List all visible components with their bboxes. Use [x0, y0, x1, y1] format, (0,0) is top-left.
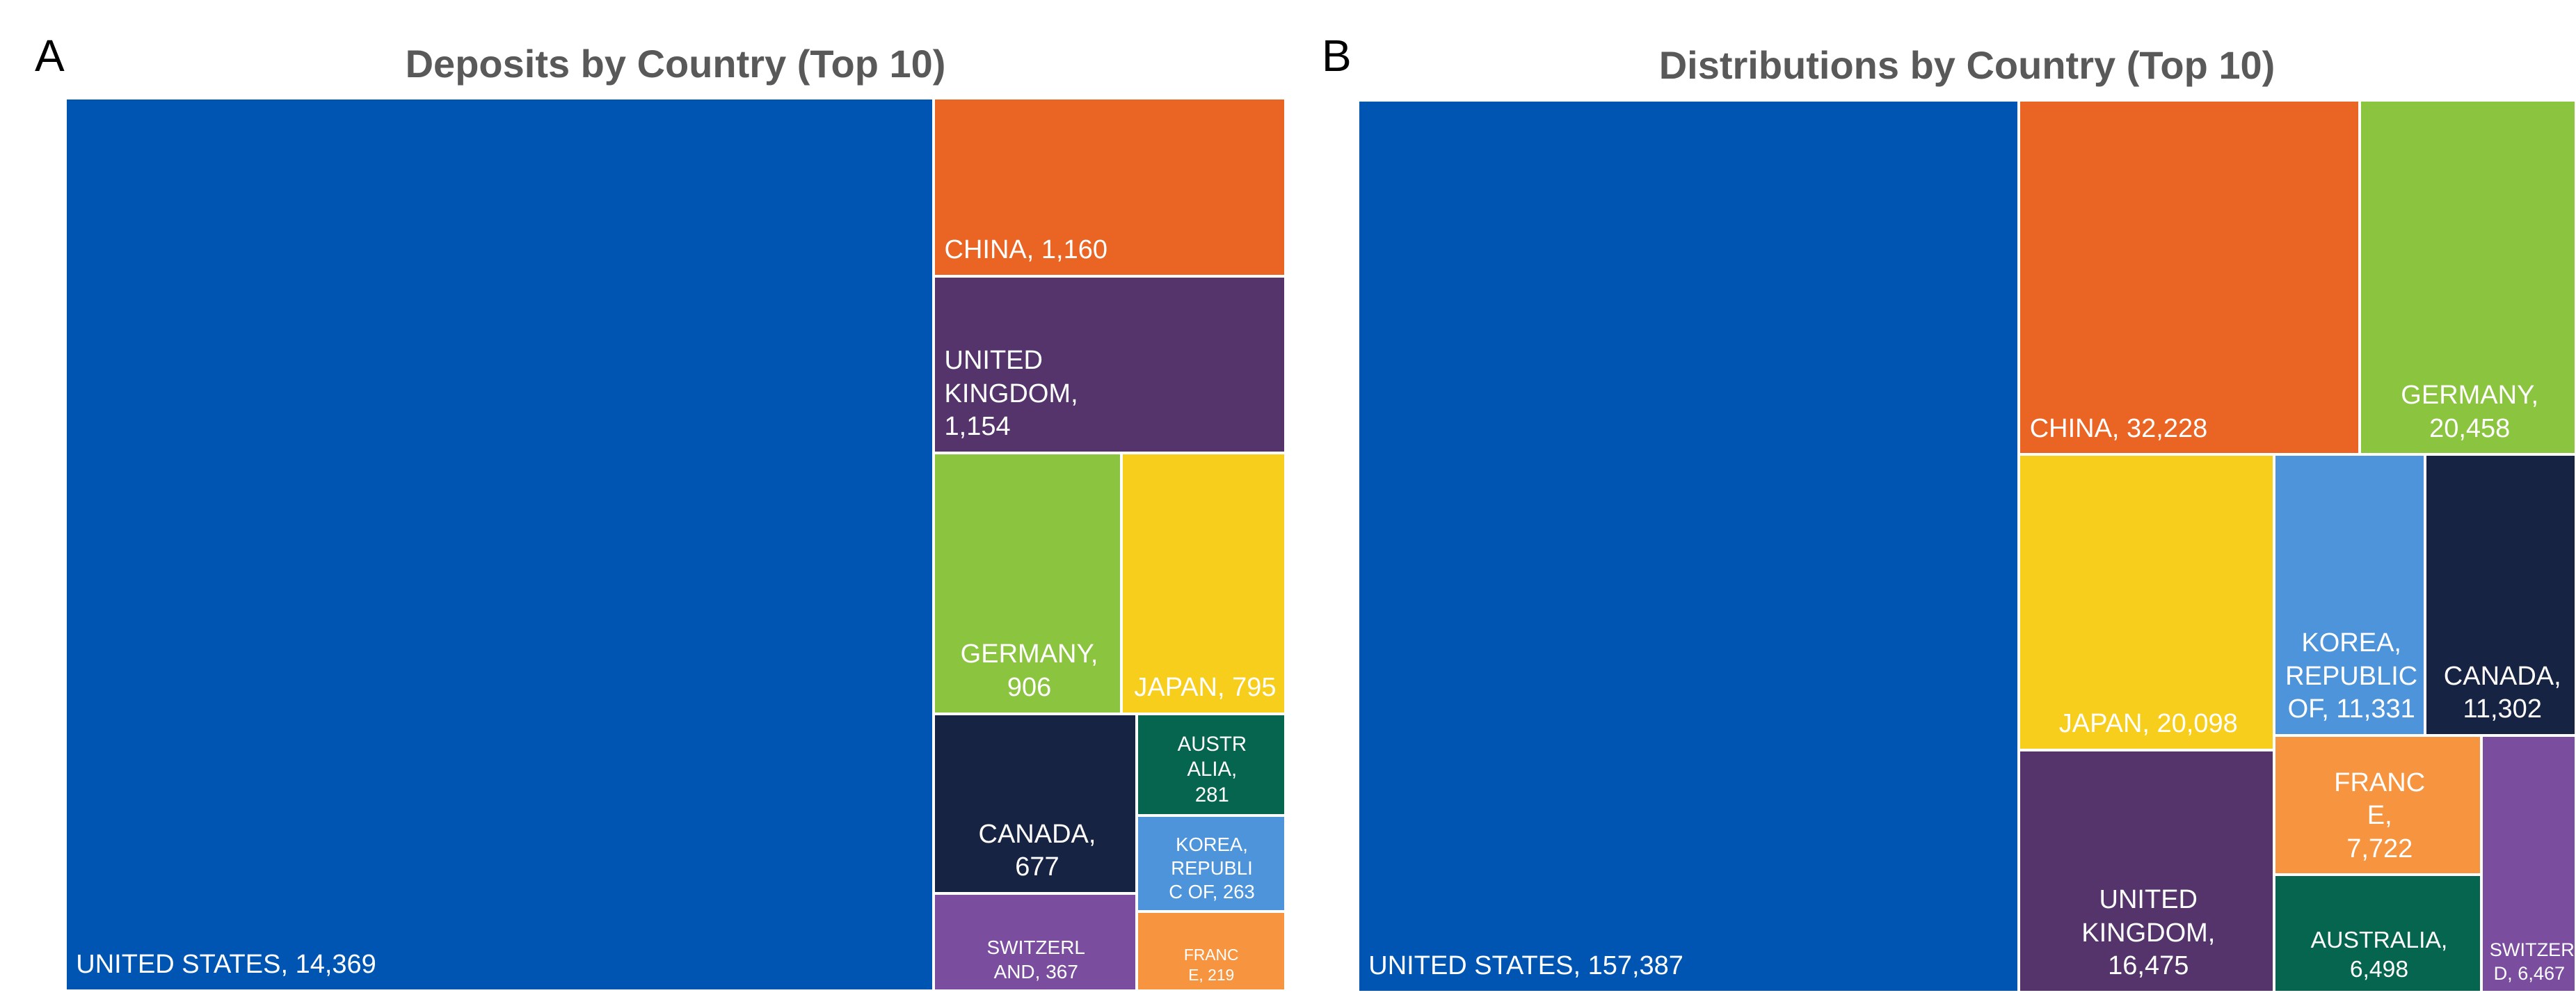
tile-label-canada: CANADA, 677	[978, 819, 1096, 882]
tile-label-united-kingdom: UNITED KINGDOM, 16,475	[2081, 885, 2216, 981]
tile-label-australia: AUSTR ALIA, 281	[1177, 732, 1247, 806]
tile-korea-republic-of: KOREA, REPUBLI C OF, 263	[1137, 815, 1286, 912]
tile-united-states: UNITED STATES, 157,387	[1358, 100, 2019, 992]
tile-united-kingdom: UNITED KINGDOM, 16,475	[2019, 749, 2274, 992]
tile-label-france: FRANC E, 219	[1183, 946, 1239, 984]
tile-canada: CANADA, 677	[934, 713, 1137, 893]
tile-label-australia: AUSTRALIA, 6,498	[2310, 926, 2448, 982]
tile-label-germany: GERMANY, 20,458	[2401, 381, 2539, 443]
tile-china: CHINA, 1,160	[934, 98, 1286, 276]
tile-label-france: FRANC E, 7,722	[2334, 767, 2426, 863]
tile-japan: JAPAN, 20,098	[2019, 454, 2274, 750]
panel-a-title: Deposits by Country (Top 10)	[405, 42, 946, 86]
panel-a: A Deposits by Country (Top 10) UNITED ST…	[35, 31, 1286, 991]
tile-label-united-states: UNITED STATES, 14,369	[76, 950, 376, 980]
tile-label-korea-republic-of: KOREA, REPUBLIC OF, 11,331	[2285, 628, 2418, 724]
treemap-b: UNITED STATES, 157,387 CHINA, 32,228 GERMA…	[1358, 100, 2576, 992]
treemap-a: UNITED STATES, 14,369 CHINA, 1,160 UNITED …	[65, 98, 1286, 991]
panel-letter-a: A	[35, 31, 65, 81]
tile-label-germany: GERMANY, 906	[960, 639, 1098, 702]
tile-china: CHINA, 32,228	[2019, 100, 2360, 455]
panel-b: B Distributions by Country (Top 10) UNIT…	[1301, 0, 2576, 995]
tile-canada: CANADA, 11,302	[2425, 454, 2576, 736]
tile-label-japan: JAPAN, 20,098	[2058, 709, 2238, 739]
tile-label-japan: JAPAN, 795	[1134, 672, 1277, 702]
tile-label-china: CHINA, 1,160	[944, 234, 1107, 264]
tile-france: FRANC E, 219	[1137, 911, 1286, 991]
panel-b-title: Distributions by Country (Top 10)	[1658, 43, 2275, 87]
tile-label-canada: CANADA, 11,302	[2443, 661, 2561, 724]
tile-label-korea-republic-of: KOREA, REPUBLI C OF, 263	[1169, 833, 1255, 903]
panel-letter-b: B	[1322, 31, 1352, 81]
tile-korea-republic-of: KOREA, REPUBLIC OF, 11,331	[2273, 454, 2426, 736]
tile-japan: JAPAN, 795	[1121, 452, 1286, 714]
tile-australia: AUSTRALIA, 6,498	[2273, 875, 2482, 992]
tile-united-states: UNITED STATES, 14,369	[65, 98, 934, 991]
tile-label-switzerland: SWITZERL AND, 367	[986, 936, 1085, 982]
tile-united-kingdom: UNITED KINGDOM, 1,154	[934, 276, 1286, 453]
tile-label-china: CHINA, 32,228	[2029, 413, 2208, 443]
tile-switzerland: SWITZERL AND, 367	[934, 893, 1137, 991]
tile-germany: GERMANY, 20,458	[2360, 100, 2576, 455]
tile-label-united-kingdom: UNITED KINGDOM, 1,154	[944, 346, 1078, 442]
tile-australia: AUSTR ALIA, 281	[1137, 713, 1286, 816]
tile-label-united-states: UNITED STATES, 157,387	[1368, 951, 1683, 981]
tile-germany: GERMANY, 906	[934, 452, 1121, 714]
tile-france: FRANC E, 7,722	[2273, 735, 2482, 875]
